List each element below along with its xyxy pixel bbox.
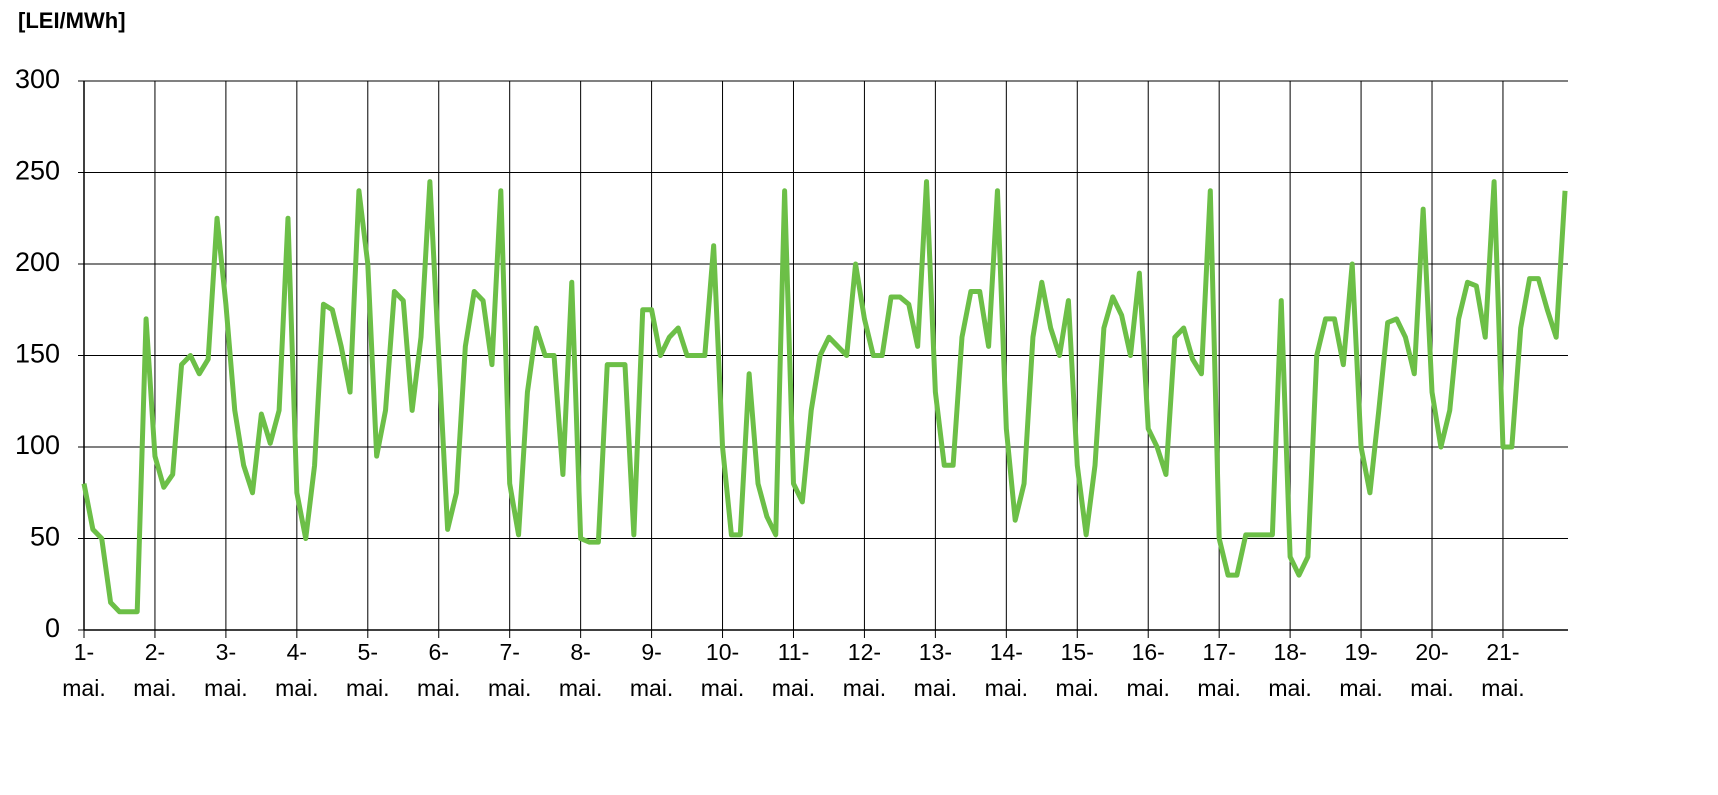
x-tick-label: 9- mai. (629, 639, 674, 701)
y-tick-label: 100 (15, 430, 60, 460)
y-axis-label: [LEI/MWh] (18, 8, 126, 33)
data-line (81, 179, 1568, 615)
y-tick-label: 300 (15, 64, 60, 94)
x-tick-label: 21- mai. (1481, 639, 1525, 701)
x-tick-label: 11- mai. (771, 639, 816, 701)
x-tick-label: 5- mai. (346, 639, 390, 701)
x-tick-label: 3- mai. (204, 639, 248, 701)
x-tick-label: 7- mai. (487, 639, 532, 701)
y-tick-label: 0 (45, 613, 60, 643)
x-tick-label: 13- mai. (913, 639, 958, 701)
y-tick-label: 250 (15, 156, 60, 186)
x-tick-label: 2- mai. (133, 639, 177, 701)
x-tick-label: 10- mai. (700, 639, 745, 701)
x-tick-label: 4- mai. (275, 639, 319, 701)
y-tick-label: 50 (30, 522, 60, 552)
x-tick-label: 12- mai. (842, 639, 887, 701)
x-tick-label: 14- mai. (984, 639, 1029, 701)
x-tick-label: 6- mai. (417, 639, 461, 701)
x-tick-label: 17- mai. (1197, 639, 1241, 701)
x-tick-label: 8- mai. (558, 639, 603, 701)
x-tick-label: 19- mai. (1339, 639, 1383, 701)
x-tick-label: 15- mai. (1055, 639, 1099, 701)
x-tick-label: 16- mai. (1126, 639, 1170, 701)
x-tick-label: 18- mai. (1268, 639, 1312, 701)
x-tick-label: 20- mai. (1410, 639, 1454, 701)
x-tick-label: 1- mai. (62, 639, 106, 701)
y-tick-label: 150 (15, 339, 60, 369)
y-tick-label: 200 (15, 247, 60, 277)
